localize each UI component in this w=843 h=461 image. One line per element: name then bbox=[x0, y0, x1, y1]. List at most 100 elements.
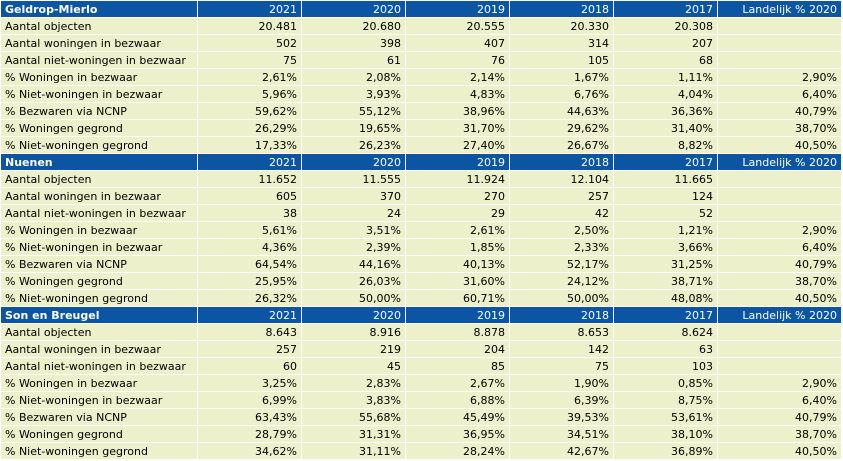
row-label: % Woningen gegrond bbox=[0, 425, 198, 443]
value-cell: 63 bbox=[613, 340, 718, 358]
value-cell: 63,43% bbox=[197, 408, 302, 426]
value-cell: 257 bbox=[197, 340, 302, 358]
table-row: % Niet-woningen in bezwaar 5,96% 3,93% 4,83… bbox=[0, 85, 842, 103]
table-row: % Bezwaren via NCNP 63,43% 55,68% 45,49% 39,… bbox=[0, 408, 842, 426]
value-cell: 270 bbox=[405, 187, 510, 205]
value-cell: 11.665 bbox=[613, 170, 718, 188]
value-cell: 75 bbox=[197, 51, 302, 69]
section-header-row: Nuenen 2021 2020 2019 2018 2017 Landelijk % 20… bbox=[0, 153, 842, 171]
value-cell: 36,36% bbox=[613, 102, 718, 120]
row-label: Aantal objecten bbox=[0, 170, 198, 188]
row-label: Aantal woningen in bezwaar bbox=[0, 34, 198, 52]
value-cell: 31,31% bbox=[301, 425, 406, 443]
table-row: Aantal objecten 11.652 11.555 11.924 12.104 1… bbox=[0, 170, 842, 188]
value-cell: 8.878 bbox=[405, 323, 510, 341]
row-label: % Niet-woningen gegrond bbox=[0, 289, 198, 307]
year-header: 2017 bbox=[613, 0, 718, 18]
value-cell: 85 bbox=[405, 357, 510, 375]
value-cell: 55,12% bbox=[301, 102, 406, 120]
value-cell: 31,11% bbox=[301, 442, 406, 460]
national-value-cell bbox=[717, 187, 842, 205]
year-header: 2019 bbox=[405, 0, 510, 18]
section-header-row: Son en Breugel 2021 2020 2019 2018 2017 Landel… bbox=[0, 306, 842, 324]
year-header: 2018 bbox=[509, 306, 614, 324]
value-cell: 219 bbox=[301, 340, 406, 358]
row-label: % Woningen in bezwaar bbox=[0, 221, 198, 239]
year-header: 2021 bbox=[197, 153, 302, 171]
national-value-cell bbox=[717, 340, 842, 358]
national-value-cell bbox=[717, 51, 842, 69]
table-row: % Niet-woningen gegrond 34,62% 31,11% 28,24… bbox=[0, 442, 842, 460]
year-header: 2021 bbox=[197, 0, 302, 18]
national-value-cell: 38,70% bbox=[717, 272, 842, 290]
value-cell: 4,83% bbox=[405, 85, 510, 103]
value-cell: 8.653 bbox=[509, 323, 614, 341]
national-value-cell: 40,79% bbox=[717, 102, 842, 120]
value-cell: 52,17% bbox=[509, 255, 614, 273]
year-header: 2020 bbox=[301, 153, 406, 171]
value-cell: 1,67% bbox=[509, 68, 614, 86]
national-value-cell: 40,50% bbox=[717, 289, 842, 307]
row-label: Aantal objecten bbox=[0, 17, 198, 35]
value-cell: 398 bbox=[301, 34, 406, 52]
value-cell: 20.481 bbox=[197, 17, 302, 35]
value-cell: 55,68% bbox=[301, 408, 406, 426]
value-cell: 76 bbox=[405, 51, 510, 69]
value-cell: 3,93% bbox=[301, 85, 406, 103]
value-cell: 26,23% bbox=[301, 136, 406, 154]
value-cell: 6,88% bbox=[405, 391, 510, 409]
value-cell: 8.916 bbox=[301, 323, 406, 341]
row-label: % Bezwaren via NCNP bbox=[0, 102, 198, 120]
value-cell: 11.652 bbox=[197, 170, 302, 188]
row-label: % Bezwaren via NCNP bbox=[0, 255, 198, 273]
value-cell: 20.555 bbox=[405, 17, 510, 35]
value-cell: 3,25% bbox=[197, 374, 302, 392]
value-cell: 502 bbox=[197, 34, 302, 52]
year-header: 2020 bbox=[301, 306, 406, 324]
value-cell: 2,50% bbox=[509, 221, 614, 239]
value-cell: 2,39% bbox=[301, 238, 406, 256]
table-row: Aantal woningen in bezwaar 257 219 204 142 63 bbox=[0, 340, 842, 358]
value-cell: 27,40% bbox=[405, 136, 510, 154]
value-cell: 314 bbox=[509, 34, 614, 52]
value-cell: 1,11% bbox=[613, 68, 718, 86]
table-row: % Woningen gegrond 25,95% 26,03% 31,60% 24,1… bbox=[0, 272, 842, 290]
row-label: % Niet-woningen in bezwaar bbox=[0, 391, 198, 409]
value-cell: 45,49% bbox=[405, 408, 510, 426]
value-cell: 75 bbox=[509, 357, 614, 375]
national-value-cell bbox=[717, 170, 842, 188]
value-cell: 0,85% bbox=[613, 374, 718, 392]
value-cell: 105 bbox=[509, 51, 614, 69]
value-cell: 28,79% bbox=[197, 425, 302, 443]
row-label: % Woningen in bezwaar bbox=[0, 68, 198, 86]
value-cell: 29 bbox=[405, 204, 510, 222]
row-label: % Niet-woningen in bezwaar bbox=[0, 85, 198, 103]
value-cell: 11.555 bbox=[301, 170, 406, 188]
row-label: Aantal niet-woningen in bezwaar bbox=[0, 51, 198, 69]
value-cell: 26,67% bbox=[509, 136, 614, 154]
value-cell: 6,39% bbox=[509, 391, 614, 409]
table-row: Aantal niet-woningen in bezwaar 60 45 85 75 1… bbox=[0, 357, 842, 375]
national-value-cell: 6,40% bbox=[717, 391, 842, 409]
value-cell: 2,67% bbox=[405, 374, 510, 392]
table-row: % Woningen gegrond 26,29% 19,65% 31,70% 29,6… bbox=[0, 119, 842, 137]
value-cell: 42,67% bbox=[509, 442, 614, 460]
value-cell: 1,85% bbox=[405, 238, 510, 256]
national-header: Landelijk % 2020 bbox=[717, 0, 842, 18]
value-cell: 26,03% bbox=[301, 272, 406, 290]
value-cell: 31,60% bbox=[405, 272, 510, 290]
value-cell: 34,51% bbox=[509, 425, 614, 443]
year-header: 2019 bbox=[405, 153, 510, 171]
value-cell: 8.624 bbox=[613, 323, 718, 341]
value-cell: 38 bbox=[197, 204, 302, 222]
table-row: Aantal woningen in bezwaar 502 398 407 314 20… bbox=[0, 34, 842, 52]
value-cell: 36,95% bbox=[405, 425, 510, 443]
value-cell: 31,25% bbox=[613, 255, 718, 273]
value-cell: 31,70% bbox=[405, 119, 510, 137]
year-header: 2021 bbox=[197, 306, 302, 324]
value-cell: 50,00% bbox=[301, 289, 406, 307]
value-cell: 11.924 bbox=[405, 170, 510, 188]
value-cell: 2,61% bbox=[197, 68, 302, 86]
